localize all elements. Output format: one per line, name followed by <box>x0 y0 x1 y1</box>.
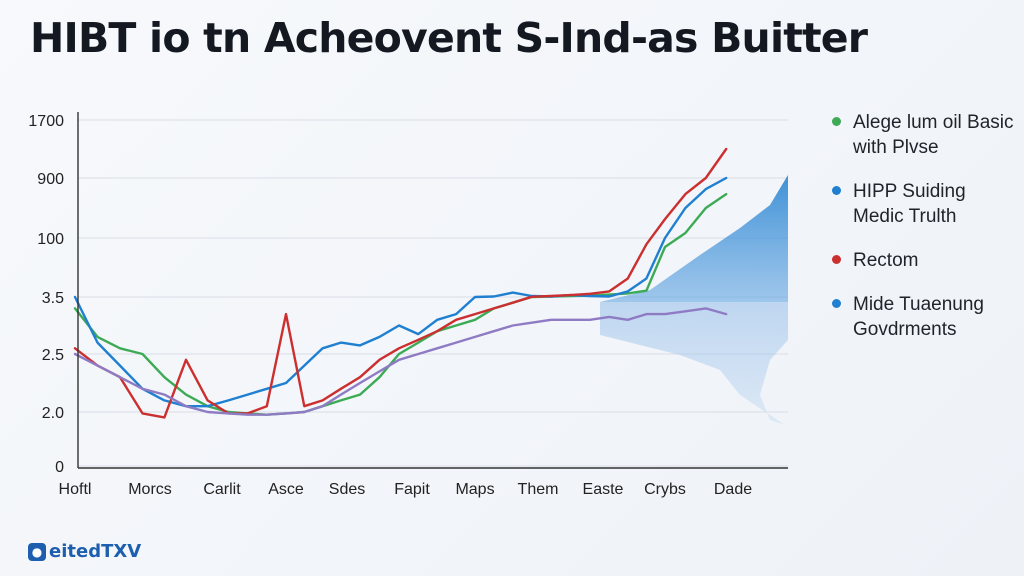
legend-swatch <box>832 186 841 195</box>
legend-swatch <box>832 117 841 126</box>
series-line <box>73 147 728 419</box>
legend-label: Mide Tuaenung Govdrments <box>853 294 984 340</box>
x-tick-label: Hoftl <box>59 481 92 498</box>
legend-swatch <box>832 299 841 308</box>
y-tick-label: 3.5 <box>42 290 64 307</box>
logo-icon: ● <box>28 542 46 561</box>
x-tick-label: Maps <box>455 481 494 498</box>
x-tick-label: Asce <box>268 481 304 498</box>
area-band-lower <box>600 302 788 425</box>
x-tick-label: Crybs <box>644 481 686 498</box>
series-line <box>73 176 728 408</box>
chart-title: HIBT io tn Acheovent S-Ind-as Buitter <box>30 14 868 62</box>
legend-label: HIPP Suiding Medic Trulth <box>853 181 966 227</box>
legend-item: Rectom <box>832 248 1017 273</box>
x-tick-label: Easte <box>583 481 624 498</box>
y-tick-label: 900 <box>37 171 64 188</box>
legend-swatch <box>832 255 841 264</box>
y-tick-label: 100 <box>37 231 64 248</box>
legend-item: Mide Tuaenung Govdrments <box>832 292 1017 342</box>
x-tick-label: Fapit <box>394 481 430 498</box>
legend-label: Rectom <box>853 250 919 271</box>
legend-label: Alege lum oil Basic with Plvse <box>853 112 1014 158</box>
chart-legend: Alege lum oil Basic with Plvse HIPP Suid… <box>832 110 1017 361</box>
x-tick-label: Sdes <box>329 481 365 498</box>
y-tick-label: 2.5 <box>42 347 64 364</box>
x-tick-label: Them <box>518 481 559 498</box>
logo-text: eitedTXV <box>49 541 142 562</box>
brand-logo: ● eitedTXV <box>28 541 141 562</box>
x-tick-label: Carlit <box>203 481 241 498</box>
y-tick-label: 1700 <box>28 113 64 130</box>
y-tick-label: 2.0 <box>42 405 64 422</box>
legend-item: Alege lum oil Basic with Plvse <box>832 110 1017 160</box>
x-tick-label: Dade <box>714 481 752 498</box>
x-tick-label: Morcs <box>128 481 172 498</box>
series-line <box>73 307 728 416</box>
legend-item: HIPP Suiding Medic Trulth <box>832 179 1017 229</box>
y-tick-label: 0 <box>55 459 64 476</box>
area-band-upper <box>600 175 788 302</box>
